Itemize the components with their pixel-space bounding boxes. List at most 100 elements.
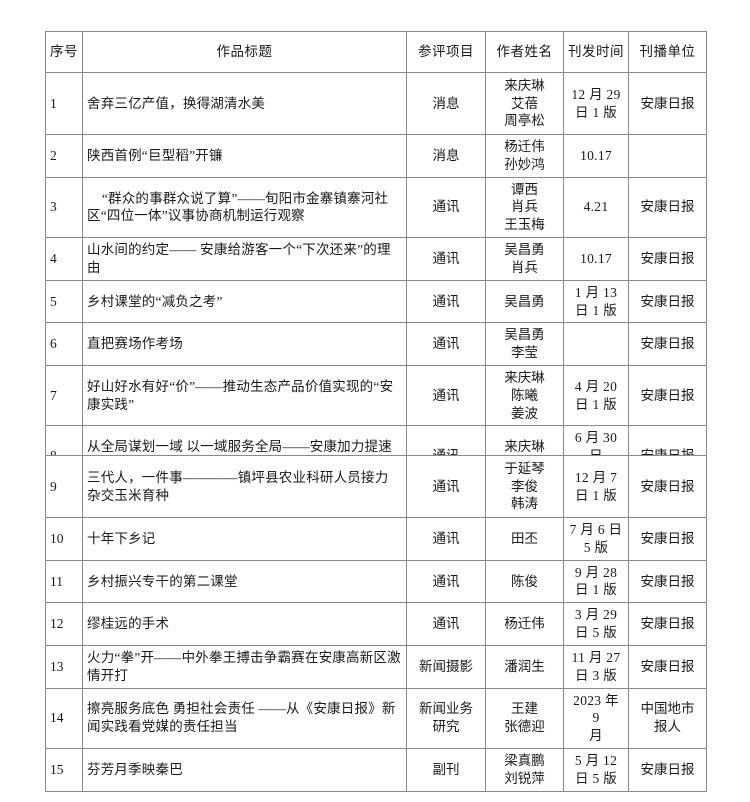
cell-date: 3 月 29 日 5 版 — [563, 602, 629, 646]
table-row: 6 直把赛场作考场 通讯 吴昌勇 李莹 安康日报 — [45, 322, 707, 366]
cell-date: 12 月 7 日 1 版 — [563, 455, 629, 518]
cell-date: 9 月 28 日 1 版 — [563, 559, 629, 604]
cell-author: 潘润生 — [485, 644, 564, 689]
cell-title: 乡村振兴专干的第二课堂 — [82, 559, 407, 604]
cell-author: 杨迁伟 孙妙鸿 — [485, 134, 564, 178]
table-row: 5 乡村课堂的“减负之考” 通讯 吴昌勇 1 月 13 日 1 版 安康日报 — [45, 279, 707, 324]
column-header-seq: 序号 — [45, 31, 83, 73]
cell-author: 吴昌勇 — [485, 279, 564, 324]
cell-seq: 5 — [45, 279, 83, 324]
cell-unit: 安康日报 — [628, 279, 707, 324]
cell-date: 2023 年 9 月 — [563, 687, 629, 749]
table-row: 13 火力“拳”开——中外拳王搏击争霸赛在安康高新区激情开打 新闻摄影 潘润生 … — [45, 644, 707, 689]
cell-author: 田丕 — [485, 517, 564, 561]
table-row: 14 擦亮服务底色 勇担社会责任 ——从《安康日报》新闻实践看党媒的责任担当 新… — [45, 687, 707, 749]
cell-date — [563, 322, 629, 366]
cell-title: “群众的事群众说了算”——旬阳市金寨镇寨河社区“四位一体”议事协商机制运行观察 — [82, 176, 407, 239]
award-table-part-2: 9 三代人，一件事————镇坪县农业科研人员接力杂交玉米育种 通讯 于延琴 李俊… — [45, 455, 707, 792]
cell-category: 通讯 — [406, 364, 486, 427]
cell-unit: 安康日报 — [628, 364, 707, 427]
cell-unit: 安康日报 — [628, 176, 707, 239]
cell-unit: 中国地市 报人 — [628, 687, 707, 749]
cell-date: 4 月 20 日 1 版 — [563, 364, 629, 427]
cell-author: 来庆琳 陈曦 姜波 — [485, 364, 564, 427]
cell-unit: 安康日报 — [628, 747, 707, 792]
table-row: 4 山水间的约定—— 安康给游客一个“下次还来”的理由 通讯 吴昌勇 肖兵 10… — [45, 237, 707, 281]
table-row: 15 芬芳月季映秦巴 副刊 梁真鹏 刘锐萍 5 月 12 日 5 版 安康日报 — [45, 747, 707, 792]
cell-category: 消息 — [406, 72, 486, 135]
cell-seq: 15 — [45, 747, 83, 792]
cell-seq: 1 — [45, 72, 83, 135]
table-row: 3 “群众的事群众说了算”——旬阳市金寨镇寨河社区“四位一体”议事协商机制运行观… — [45, 176, 707, 239]
cell-category: 通讯 — [406, 279, 486, 324]
cell-title: 擦亮服务底色 勇担社会责任 ——从《安康日报》新闻实践看党媒的责任担当 — [82, 687, 407, 749]
cell-seq: 14 — [45, 687, 83, 749]
cell-unit: 安康日报 — [628, 644, 707, 689]
cell-date: 11 月 27 日 3 版 — [563, 644, 629, 689]
cell-date: 10.17 — [563, 237, 629, 281]
cell-title: 乡村课堂的“减负之考” — [82, 279, 407, 324]
cell-date: 7 月 6 日 5 版 — [563, 517, 629, 561]
cell-title: 陕西首例“巨型稻”开镰 — [82, 134, 407, 178]
cell-seq: 10 — [45, 517, 83, 561]
cell-seq: 13 — [45, 644, 83, 689]
cell-author: 杨迁伟 — [485, 602, 564, 646]
cell-unit: 安康日报 — [628, 322, 707, 366]
cell-author: 来庆琳 艾蓓 周亭松 — [485, 72, 564, 135]
award-table-part-1: 序号 作品标题 参评项目 作者姓名 刊发时间 刊播单位 1 舍弃三亿产值，换得湖… — [45, 31, 707, 487]
cell-unit: 安康日报 — [628, 559, 707, 604]
cell-title: 直把赛场作考场 — [82, 322, 407, 366]
cell-date: 4.21 — [563, 176, 629, 239]
column-header-author: 作者姓名 — [485, 31, 564, 73]
cell-unit: 安康日报 — [628, 72, 707, 135]
cell-title: 缪桂远的手术 — [82, 602, 407, 646]
cell-seq: 4 — [45, 237, 83, 281]
cell-unit: 安康日报 — [628, 602, 707, 646]
table-row: 1 舍弃三亿产值，换得湖清水美 消息 来庆琳 艾蓓 周亭松 12 月 29 日 … — [45, 72, 707, 135]
column-header-date: 刊发时间 — [563, 31, 629, 73]
cell-title: 芬芳月季映秦巴 — [82, 747, 407, 792]
table-row: 7 好山好水有好“价”——推动生态产品价值实现的“安康实践” 通讯 来庆琳 陈曦… — [45, 364, 707, 427]
cell-category: 通讯 — [406, 455, 486, 518]
column-header-unit: 刊播单位 — [628, 31, 707, 73]
cell-category: 通讯 — [406, 322, 486, 366]
cell-title: 十年下乡记 — [82, 517, 407, 561]
cell-category: 新闻业务 研究 — [406, 687, 486, 749]
cell-category: 新闻摄影 — [406, 644, 486, 689]
cell-author: 陈俊 — [485, 559, 564, 604]
cell-seq: 2 — [45, 134, 83, 178]
cell-seq: 3 — [45, 176, 83, 239]
cell-seq: 12 — [45, 602, 83, 646]
column-header-category: 参评项目 — [406, 31, 486, 73]
table-row: 2 陕西首例“巨型稻”开镰 消息 杨迁伟 孙妙鸿 10.17 — [45, 134, 707, 178]
cell-title: 火力“拳”开——中外拳王搏击争霸赛在安康高新区激情开打 — [82, 644, 407, 689]
award-table-continued: 9 三代人，一件事————镇坪县农业科研人员接力杂交玉米育种 通讯 于延琴 李俊… — [45, 455, 707, 792]
cell-date: 12 月 29 日 1 版 — [563, 72, 629, 135]
cell-category: 通讯 — [406, 559, 486, 604]
cell-date: 5 月 12 日 5 版 — [563, 747, 629, 792]
cell-seq: 7 — [45, 364, 83, 427]
cell-author: 谭西 肖兵 王玉梅 — [485, 176, 564, 239]
cell-title: 山水间的约定—— 安康给游客一个“下次还来”的理由 — [82, 237, 407, 281]
cell-date: 10.17 — [563, 134, 629, 178]
table-row: 9 三代人，一件事————镇坪县农业科研人员接力杂交玉米育种 通讯 于延琴 李俊… — [45, 455, 707, 518]
cell-category: 副刊 — [406, 747, 486, 792]
cell-unit: 安康日报 — [628, 455, 707, 518]
table-header-row: 序号 作品标题 参评项目 作者姓名 刊发时间 刊播单位 — [45, 31, 707, 73]
column-header-title: 作品标题 — [82, 31, 407, 73]
cell-author: 王建 张德迎 — [485, 687, 564, 749]
cell-seq: 6 — [45, 322, 83, 366]
cell-category: 通讯 — [406, 517, 486, 561]
cell-unit: 安康日报 — [628, 237, 707, 281]
cell-title: 三代人，一件事————镇坪县农业科研人员接力杂交玉米育种 — [82, 455, 407, 518]
cell-title: 舍弃三亿产值，换得湖清水美 — [82, 72, 407, 135]
cell-category: 通讯 — [406, 602, 486, 646]
cell-seq: 11 — [45, 559, 83, 604]
cell-unit — [628, 134, 707, 178]
cell-unit: 安康日报 — [628, 517, 707, 561]
cell-author: 梁真鹏 刘锐萍 — [485, 747, 564, 792]
award-table: 序号 作品标题 参评项目 作者姓名 刊发时间 刊播单位 1 舍弃三亿产值，换得湖… — [45, 31, 707, 487]
cell-category: 消息 — [406, 134, 486, 178]
table-row: 12 缪桂远的手术 通讯 杨迁伟 3 月 29 日 5 版 安康日报 — [45, 602, 707, 646]
